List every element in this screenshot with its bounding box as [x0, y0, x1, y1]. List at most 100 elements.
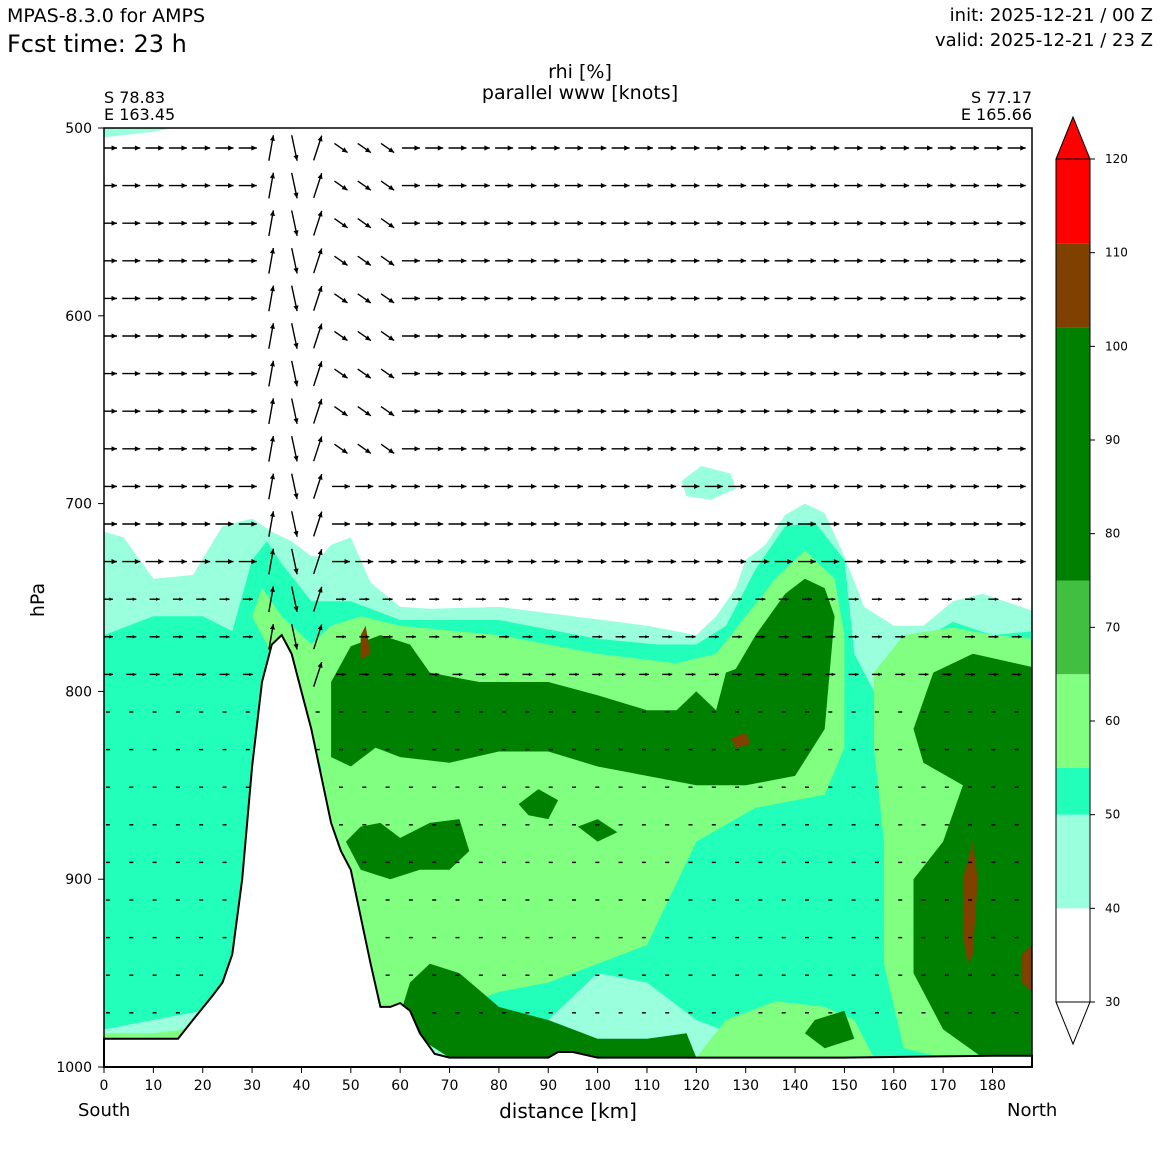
wind-arrow — [478, 1012, 483, 1014]
wind-arrow — [595, 824, 600, 826]
wind-arrow — [774, 183, 793, 189]
wind-arrow — [798, 483, 816, 489]
wind-arrow — [685, 597, 696, 601]
wind-arrow — [588, 559, 607, 565]
wind-arrow — [805, 861, 809, 864]
y-tick-label: 900 — [65, 872, 92, 888]
wind-arrow — [681, 333, 700, 339]
wind-arrow — [429, 635, 440, 639]
wind-arrow — [222, 899, 227, 901]
wind-arrow — [1014, 748, 1019, 751]
wind-arrow — [268, 398, 275, 425]
wind-arrow — [495, 145, 514, 151]
wind-arrow — [1007, 145, 1026, 151]
wind-arrow — [611, 295, 630, 301]
wind-arrow — [478, 936, 483, 939]
rhi-contour-region — [518, 789, 559, 820]
wind-arrow — [921, 974, 926, 976]
wind-arrow — [175, 748, 180, 751]
wind-arrow — [432, 974, 437, 976]
rhi-contour-region — [345, 819, 470, 880]
wind-arrow — [641, 936, 646, 939]
wind-arrow — [874, 824, 879, 826]
wind-arrow — [618, 824, 623, 826]
wind-arrow — [991, 1012, 996, 1014]
wind-arrow — [914, 295, 933, 301]
rhi-contour-region — [962, 841, 978, 964]
wind-arrow — [798, 408, 816, 414]
wind-arrow — [665, 861, 670, 864]
wind-arrow — [641, 711, 646, 713]
wind-arrow — [665, 824, 670, 826]
wind-arrow — [658, 258, 677, 264]
wind-arrow — [588, 483, 607, 489]
wind-arrow — [425, 408, 444, 414]
wind-arrow — [238, 408, 257, 414]
wind-arrow — [688, 899, 693, 901]
wind-arrow — [378, 559, 397, 565]
wind-arrow — [478, 748, 483, 751]
wind-arrow — [336, 597, 346, 601]
wind-arrow — [104, 446, 117, 452]
wind-arrow — [199, 899, 204, 901]
wind-arrow — [475, 672, 486, 677]
wind-arrow — [961, 483, 980, 489]
wind-arrow — [874, 1012, 879, 1014]
wind-arrow — [362, 786, 367, 788]
wind-arrow — [242, 672, 253, 677]
x-tick-label: 40 — [293, 1078, 311, 1094]
wind-arrow — [502, 1012, 507, 1014]
end-lat-label: S 77.17 — [970, 88, 1032, 107]
wind-arrow — [658, 295, 677, 301]
wind-arrow — [991, 899, 996, 901]
wind-arrow — [688, 974, 693, 976]
wind-arrow — [313, 586, 323, 612]
wind-arrow — [921, 786, 926, 788]
wind-arrow — [541, 295, 560, 301]
wind-arrow — [891, 371, 910, 377]
wind-arrow — [618, 786, 623, 788]
wind-arrow — [455, 711, 460, 713]
colorbar-extend-min — [1055, 1001, 1091, 1046]
wind-arrow — [339, 786, 343, 788]
wind-arrow — [781, 974, 786, 976]
wind-arrow — [455, 1012, 460, 1014]
wind-arrow — [618, 861, 623, 864]
wind-arrow — [268, 360, 275, 387]
wind-arrow — [821, 220, 840, 226]
wind-arrow — [408, 899, 413, 901]
wind-arrow — [634, 371, 653, 377]
wind-arrow — [758, 748, 763, 751]
wind-arrow — [106, 786, 110, 788]
wind-arrow — [518, 446, 537, 452]
wind-arrow — [145, 371, 164, 377]
wind-arrow — [425, 295, 444, 301]
wind-arrow — [728, 559, 747, 565]
wind-arrow — [844, 371, 863, 377]
wind-arrow — [988, 597, 999, 601]
wind-arrow — [362, 899, 367, 901]
wind-arrow — [961, 183, 980, 189]
wind-arrow — [688, 824, 693, 826]
wind-arrow — [408, 861, 413, 864]
wind-arrow — [611, 559, 630, 565]
wind-arrow — [961, 145, 980, 151]
wind-arrow — [708, 672, 719, 677]
wind-arrow — [192, 446, 211, 452]
wind-arrow — [681, 295, 700, 301]
wind-arrow — [122, 333, 141, 339]
wind-arrow — [984, 483, 1003, 489]
wind-arrow — [525, 1012, 530, 1014]
wind-arrow — [238, 521, 257, 527]
wind-arrow — [122, 559, 141, 565]
wind-arrow — [984, 220, 1003, 226]
wind-arrow — [448, 295, 467, 301]
wind-arrow — [196, 672, 207, 677]
wind-arrow — [758, 861, 763, 864]
wind-arrow — [565, 446, 583, 452]
wind-arrow — [152, 748, 157, 751]
wind-arrow — [802, 597, 812, 601]
wind-arrow — [895, 672, 906, 677]
wind-arrow — [588, 408, 607, 414]
wind-arrow — [798, 371, 816, 377]
